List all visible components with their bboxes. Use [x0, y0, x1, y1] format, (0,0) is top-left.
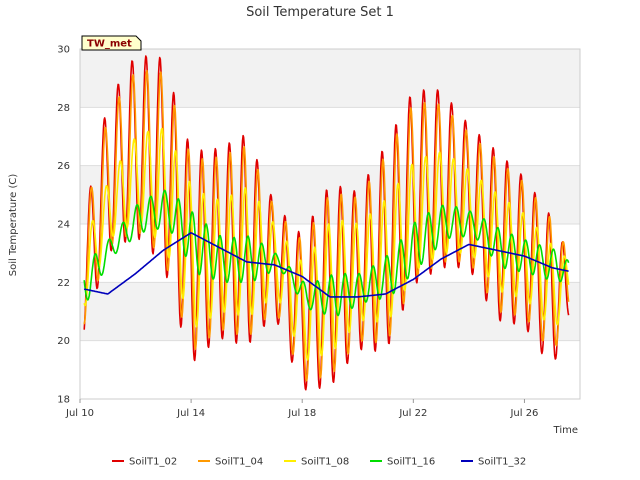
x-axis-ticks: Jul 10 Jul 14 Jul 18 Jul 22 Jul 26	[65, 399, 538, 419]
series-line-soilt1_08	[83, 127, 570, 361]
y-axis-ticks: 18 20 22 24 26 28 30	[57, 45, 70, 406]
legend-label: SoilT1_32	[478, 457, 526, 468]
legend-label: SoilT1_02	[129, 457, 177, 468]
y-tick-label: 26	[57, 161, 70, 172]
x-tick-label: Jul 18	[287, 408, 316, 419]
y-tick-label: 24	[57, 220, 70, 231]
legend-label: SoilT1_08	[301, 457, 349, 468]
legend: SoilT1_02 SoilT1_04 SoilT1_08 SoilT1_16 Soil…	[112, 457, 526, 468]
x-tick-label: Jul 10	[65, 408, 94, 419]
station-badge-label: TW_met	[87, 39, 132, 50]
y-tick-label: 28	[57, 103, 70, 114]
x-tick-label: Jul 26	[509, 408, 538, 419]
plot-border	[79, 48, 581, 400]
chart-title: Soil Temperature Set 1	[246, 5, 394, 20]
y-tick-label: 22	[57, 278, 70, 289]
legend-item-soilt1_16: SoilT1_16	[370, 457, 435, 468]
legend-item-soilt1_04: SoilT1_04	[198, 457, 263, 468]
legend-item-soilt1_32: SoilT1_32	[461, 457, 526, 468]
station-badge-box	[81, 35, 142, 51]
legend-label: SoilT1_16	[387, 457, 435, 468]
y-tick-label: 18	[57, 395, 70, 406]
series-lines	[83, 55, 570, 391]
legend-item-soilt1_08: SoilT1_08	[284, 457, 349, 468]
x-tick-label: Jul 14	[176, 408, 205, 419]
y-tick-label: 30	[57, 45, 70, 56]
legend-item-soilt1_02: SoilT1_02	[112, 457, 177, 468]
grid-band	[80, 49, 580, 108]
legend-label: SoilT1_04	[215, 457, 263, 468]
x-axis-label: Time	[553, 425, 578, 436]
series-line-soilt1_32	[83, 232, 569, 298]
y-tick-label: 20	[57, 336, 70, 347]
y-axis-label: Soil Temperature (C)	[8, 174, 19, 277]
station-badge: TW_met	[81, 35, 142, 51]
x-tick-label: Jul 22	[398, 408, 427, 419]
series-line-soilt1_16	[83, 189, 570, 317]
